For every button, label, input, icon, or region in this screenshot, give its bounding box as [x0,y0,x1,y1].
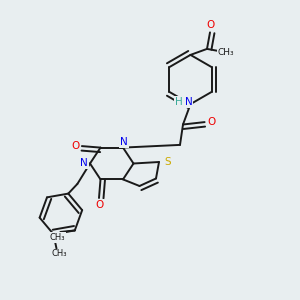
Text: N: N [80,158,88,169]
Text: O: O [207,117,215,127]
Text: O: O [206,20,214,30]
Text: N: N [120,137,128,147]
Text: CH₃: CH₃ [218,48,234,57]
Text: H: H [175,97,183,107]
Text: O: O [71,141,80,151]
Text: O: O [95,200,103,210]
Text: N: N [184,97,192,107]
Text: S: S [164,157,171,167]
Text: CH₃: CH₃ [50,233,65,242]
Text: CH₃: CH₃ [51,250,67,259]
